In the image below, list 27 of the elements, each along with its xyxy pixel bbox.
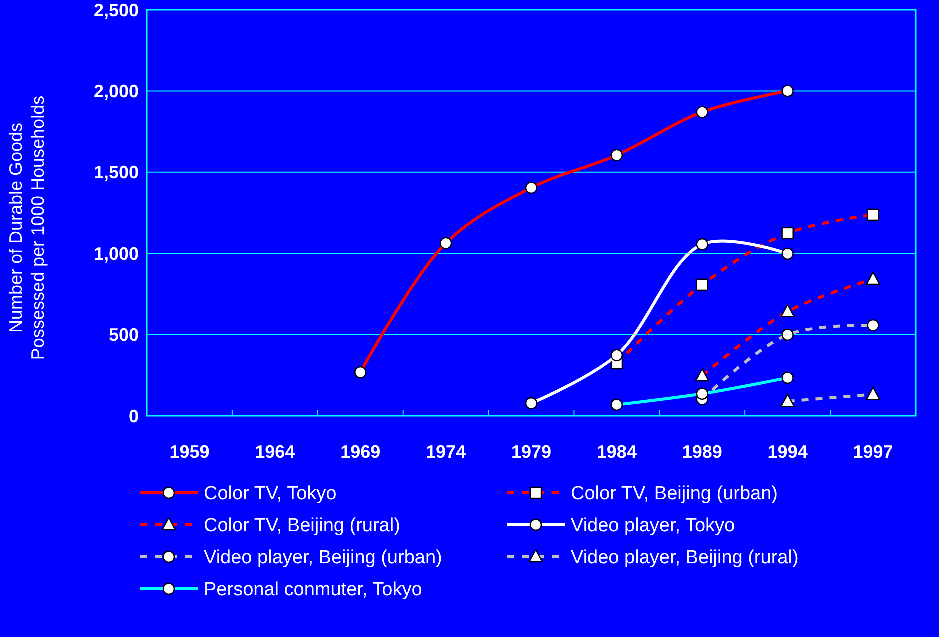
y-tick-label: 500 (108, 325, 139, 346)
x-tick-label: 1997 (853, 442, 894, 462)
y-tick-label: 2,000 (94, 82, 139, 102)
legend-label: Color TV, Tokyo (204, 484, 337, 505)
legend-label: Video player, Tokyo (571, 516, 736, 537)
x-tick-label: 1979 (511, 442, 552, 462)
y-tick-label: 1,500 (94, 162, 139, 183)
legend-label: Personal conmuter, Tokyo (204, 580, 422, 601)
legend-label: Video player, Beijing (urban) (204, 548, 442, 569)
y-tick-label: 1,000 (94, 244, 139, 264)
point (696, 238, 708, 251)
legend-label: Color TV, Beijing (urban) (571, 484, 778, 505)
x-tick-label: 1989 (682, 442, 722, 462)
y-tick-label: 2,500 (94, 0, 139, 20)
y-axis-title: Number of Durable Goods Possessed per 1000 Households (6, 96, 48, 360)
y-tick-label: 0 (128, 406, 139, 426)
legend-label: Color TV, Beijing (rural) (204, 516, 400, 537)
point (610, 349, 624, 362)
x-tick-label: 1974 (426, 442, 466, 462)
x-tick-label: 1984 (596, 442, 637, 462)
x-tick-label: 1959 (170, 442, 210, 462)
point (782, 248, 794, 260)
point (525, 397, 538, 410)
x-tick-label: 1969 (340, 442, 381, 462)
x-tick-label: 1964 (255, 442, 296, 462)
legend-label: Video player, Beijing (rural) (571, 548, 799, 569)
x-tick-label: 1994 (768, 442, 808, 462)
